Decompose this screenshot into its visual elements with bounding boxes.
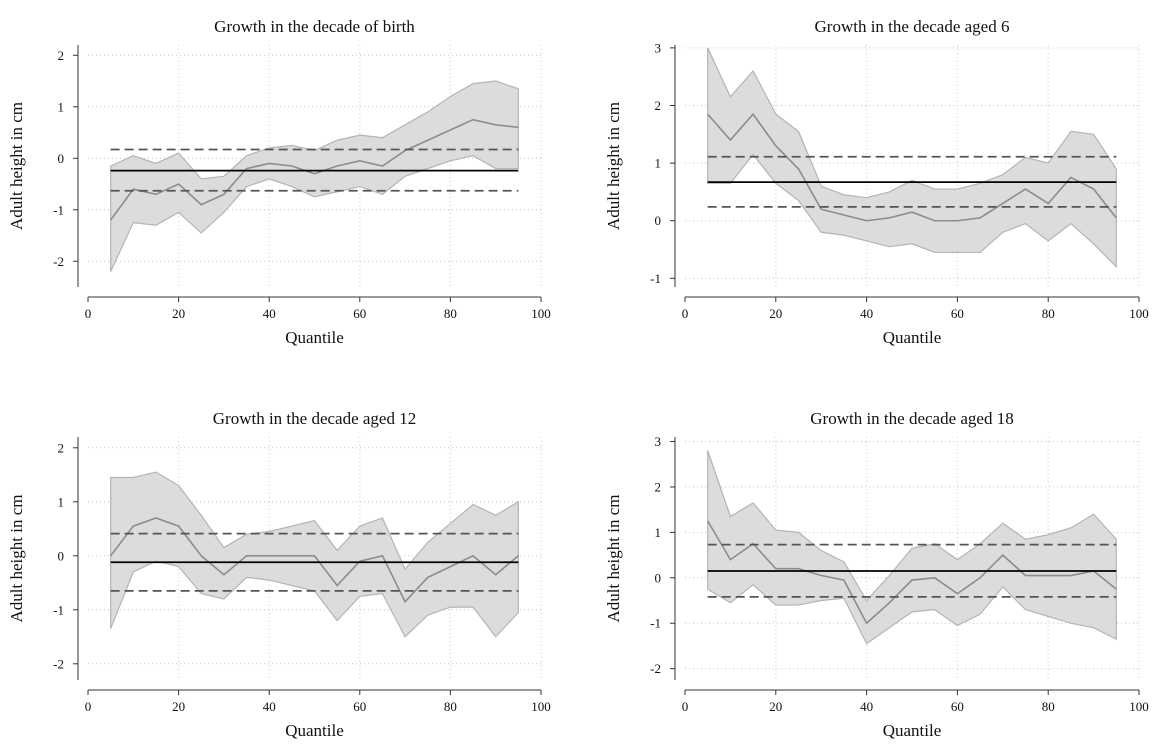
y-tick-label: 3 — [655, 434, 662, 449]
x-tick-label: 100 — [1129, 306, 1149, 321]
y-tick-label: 0 — [58, 151, 65, 166]
y-tick-label: 3 — [655, 40, 662, 55]
y-tick-label: 2 — [655, 479, 662, 494]
y-tick-label: 0 — [655, 570, 662, 585]
chart-panel-3: 0 20 40 60 80 100 -2 -1 0 1 2 Growth in the decade … — [7, 409, 551, 740]
x-tick-label: 40 — [263, 306, 276, 321]
confidence-band — [110, 80, 519, 272]
confidence-band — [707, 450, 1117, 645]
y-axis-label: Adult height in cm — [7, 102, 26, 230]
x-tick-label: 40 — [860, 699, 873, 714]
x-tick-label: 20 — [172, 306, 185, 321]
x-tick-label: 80 — [444, 699, 457, 714]
confidence-band — [110, 471, 519, 638]
quantile-estimate-line — [707, 112, 1117, 222]
x-tick-label: 0 — [682, 306, 689, 321]
y-tick-label: 0 — [655, 213, 662, 228]
y-tick-label: -1 — [53, 602, 64, 617]
y-tick-label: -2 — [53, 254, 64, 269]
y-tick-label: 1 — [655, 525, 662, 540]
x-tick-label: 40 — [860, 306, 873, 321]
chart-title: Growth in the decade aged 12 — [213, 409, 416, 428]
confidence-band — [707, 47, 1117, 269]
x-tick-label: 100 — [531, 699, 551, 714]
y-tick-label: -2 — [53, 656, 64, 671]
x-tick-label: 20 — [769, 306, 782, 321]
x-tick-label: 0 — [85, 699, 92, 714]
x-tick-label: 0 — [682, 699, 689, 714]
y-tick-label: -1 — [650, 271, 661, 286]
x-tick-label: 20 — [172, 699, 185, 714]
chart-title: Growth in the decade of birth — [214, 17, 415, 36]
x-tick-label: 80 — [1042, 306, 1055, 321]
x-tick-label: 0 — [85, 306, 92, 321]
quantile-estimate-line — [707, 520, 1117, 625]
y-axis-label: Adult height in cm — [604, 495, 623, 623]
y-tick-label: 2 — [58, 48, 65, 63]
y-tick-label: 1 — [655, 156, 662, 171]
x-axis-label: Quantile — [883, 328, 942, 347]
chart-panel-1: 0 20 40 60 80 100 -2 -1 0 1 2 Growth in the decade … — [7, 17, 551, 347]
y-tick-label: 2 — [655, 98, 662, 113]
x-axis-label: Quantile — [883, 721, 942, 740]
y-tick-label: -2 — [650, 661, 661, 676]
x-tick-label: 60 — [353, 306, 366, 321]
y-axis-label: Adult height in cm — [604, 102, 623, 230]
chart-panel-4: 0 20 40 60 80 100 -2 -1 0 1 2 3 Growth in the decade… — [604, 409, 1149, 740]
y-tick-label: 2 — [58, 440, 65, 455]
x-tick-label: 20 — [769, 699, 782, 714]
chart-title: Growth in the decade aged 18 — [810, 409, 1013, 428]
quantile-estimate-line — [110, 118, 519, 221]
x-tick-label: 40 — [263, 699, 276, 714]
x-axis-label: Quantile — [285, 328, 344, 347]
x-tick-label: 80 — [444, 306, 457, 321]
x-axis-label: Quantile — [285, 721, 344, 740]
y-tick-label: -1 — [650, 616, 661, 631]
y-tick-label: 1 — [58, 494, 65, 509]
x-tick-label: 60 — [951, 699, 964, 714]
x-tick-label: 100 — [1129, 699, 1149, 714]
x-tick-label: 100 — [531, 306, 551, 321]
quantile-estimate-line — [110, 517, 519, 604]
x-tick-label: 60 — [353, 699, 366, 714]
chart-panel-2: 0 20 40 60 80 100 -1 0 1 2 3 Growth in the decade a… — [604, 17, 1149, 347]
y-tick-label: 0 — [58, 548, 65, 563]
y-tick-label: -1 — [53, 202, 64, 217]
chart-title: Growth in the decade aged 6 — [815, 17, 1010, 36]
x-tick-label: 80 — [1042, 699, 1055, 714]
x-tick-label: 60 — [951, 306, 964, 321]
y-axis-label: Adult height in cm — [7, 495, 26, 623]
y-tick-label: 1 — [58, 99, 65, 114]
